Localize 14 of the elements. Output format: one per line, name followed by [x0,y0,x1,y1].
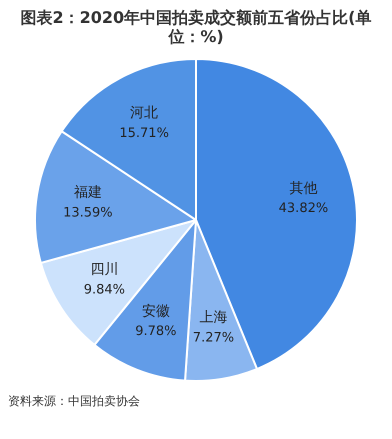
data-label: 7.27% [192,330,234,346]
slice-label: 安徽 [142,303,170,320]
data-label: 13.59% [63,205,113,220]
data-label: 15.71% [119,126,169,141]
data-label: 43.82% [278,201,328,216]
data-label: 9.78% [135,324,177,340]
slice-label: 河北 [130,105,158,122]
slice-label: 四川 [90,262,118,278]
slice-label: 福建 [74,184,102,201]
slice-label: 上海 [199,310,228,326]
data-label: 9.84% [84,282,126,298]
chart-title: 图表2：2020年中国拍卖成交额前五省份占比(单位：%) [20,8,372,46]
slice-label: 其他 [289,180,318,197]
text: 资料来源：中国拍卖协会 [8,393,140,410]
